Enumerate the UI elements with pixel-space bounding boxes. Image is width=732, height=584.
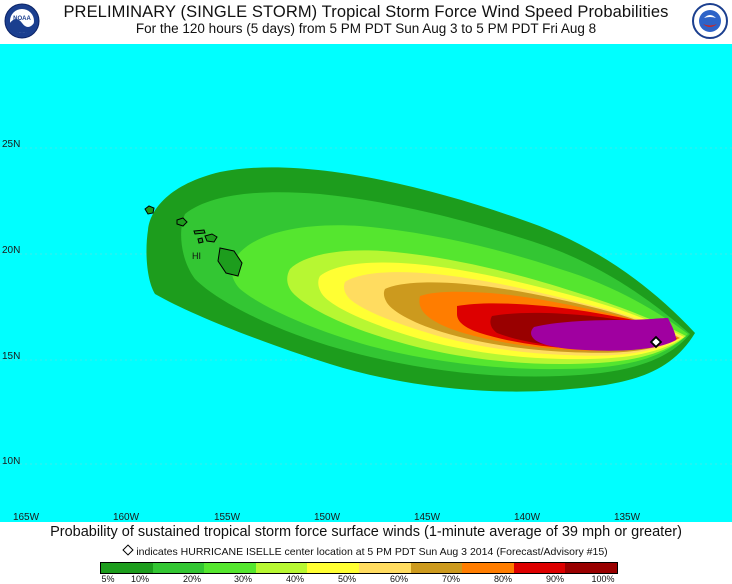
center-caption-text: indicates HURRICANE ISELLE center locati… [136, 546, 608, 558]
lon-label-165w: 165W [12, 512, 40, 523]
lat-label-25n: 25N [2, 139, 21, 150]
island-lanai [197, 237, 204, 244]
legend-label: 80% [493, 574, 512, 584]
legend-label: 10% [130, 574, 149, 584]
storm-center-marker [649, 335, 663, 349]
legend-label: 40% [285, 574, 304, 584]
island-hawaii [217, 247, 243, 277]
lat-label-15n: 15N [2, 351, 21, 362]
legend-swatch-20-30 [204, 563, 256, 573]
legend-label: 50% [337, 574, 356, 584]
lon-label-140w: 140W [513, 512, 541, 523]
nws-logo-icon [692, 3, 728, 39]
legend-swatch-80-90 [513, 563, 566, 573]
probability-legend: 5% 10% 20% 30% 40% 50% 60% 70% 80% 90% 1… [100, 562, 620, 584]
probability-map: HI [0, 44, 732, 522]
legend-swatch-10-20 [152, 563, 205, 573]
legend-label: 100% [591, 574, 615, 584]
island-molokai [193, 229, 206, 235]
legend-swatch-60-70 [410, 563, 463, 573]
legend-swatch-50-60 [358, 563, 411, 573]
noaa-logo-icon: NOAA [4, 3, 40, 39]
center-caption: indicates HURRICANE ISELLE center locati… [0, 544, 732, 558]
legend-label: 20% [182, 574, 201, 584]
lon-label-145w: 145W [413, 512, 441, 523]
legend-label: 70% [441, 574, 460, 584]
legend-label: 90% [545, 574, 564, 584]
island-maui [204, 233, 218, 243]
legend-swatch-5-10 [101, 563, 153, 573]
header: NOAA PRELIMINARY (SINGLE STORM) Tropical… [0, 0, 732, 44]
legend-swatch-40-50 [307, 563, 359, 573]
legend-label: 5% [101, 574, 115, 584]
lon-label-135w: 135W [613, 512, 641, 523]
legend-label: 60% [389, 574, 408, 584]
lat-label-10n: 10N [2, 456, 21, 467]
prob-contour-100 [531, 318, 676, 351]
probability-caption: Probability of sustained tropical storm … [50, 524, 682, 540]
map-subtitle: For the 120 hours (5 days) from 5 PM PDT… [135, 21, 597, 36]
legend-label: 30% [233, 574, 252, 584]
hawaiian-islands [144, 205, 243, 277]
legend-swatch-90-100 [565, 563, 617, 573]
map-title: PRELIMINARY (SINGLE STORM) Tropical Stor… [63, 3, 669, 21]
lon-label-150w: 150W [313, 512, 341, 523]
legend-color-bar [100, 562, 618, 574]
island-oahu [176, 217, 188, 227]
lat-label-20n: 20N [2, 245, 21, 256]
diamond-icon [122, 544, 134, 556]
svg-text:NOAA: NOAA [13, 16, 31, 22]
legend-swatch-70-80 [462, 563, 514, 573]
lon-label-160w: 160W [112, 512, 140, 523]
lon-label-155w: 155W [213, 512, 241, 523]
legend-swatch-30-40 [255, 563, 308, 573]
land-label-hi: HI [192, 251, 201, 261]
island-niihau-kauai [144, 205, 155, 215]
